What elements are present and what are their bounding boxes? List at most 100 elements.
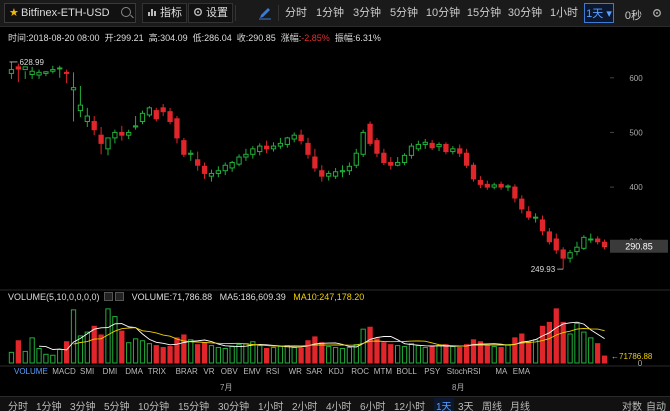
symbol-selector[interactable]: ★ Bitfinex-ETH-USD [4,3,136,23]
indicator-tab[interactable]: StochRSI [446,367,481,376]
symbol-label: Bitfinex-ETH-USD [21,7,110,19]
volume-bar [119,330,125,364]
volume-bar [567,333,573,364]
indicator-tab[interactable]: SAR [306,367,323,376]
candle-body [8,69,15,74]
candle-body [346,165,353,172]
indicator-tab[interactable]: DMA [125,367,143,376]
candle-body [539,219,546,232]
indicator-tab[interactable]: KDJ [328,367,344,376]
candle-body [70,87,77,91]
y-tick-label: 500 [629,128,643,137]
indicator-tab[interactable]: MTM [373,367,393,376]
indicator-tab[interactable]: ROC [351,367,369,376]
timeframe-tab[interactable]: 3分钟 [352,7,382,19]
bottom-timeframe-tab[interactable]: 6小时 [360,402,386,411]
bottom-timeframe-tab[interactable]: 月线 [510,402,530,411]
timeframe-tab[interactable]: 5分钟 [389,7,419,19]
candle-body [381,152,387,164]
bottom-timeframe-tab[interactable]: 15分钟 [178,402,210,411]
indicator-button[interactable]: 指标 [142,3,187,23]
log-scale-toggle[interactable]: 对数 [622,402,642,411]
bottom-timeframe-tab[interactable]: 1天 [434,398,454,411]
seconds-counter: 0秒 [624,10,642,22]
indicator-tab[interactable]: OBV [220,367,238,376]
info-amplitude: 振幅:6.31% [334,33,381,43]
star-icon[interactable]: ★ [9,7,19,19]
candle-body [312,156,318,169]
timeframe-tab[interactable]: 10分钟 [425,7,461,19]
volume-bar [539,325,546,364]
timeframe-tab[interactable]: 1小时 [549,7,579,19]
candle-body [215,170,221,174]
volume-bar [112,316,118,364]
bottom-timeframe-tab[interactable]: 3分钟 [70,402,96,411]
bottom-timeframe-tab[interactable]: 10分钟 [138,402,170,411]
candle-body [491,184,497,188]
indicator-tab[interactable]: TRIX [147,367,167,376]
indicator-tab[interactable]: DMI [102,367,118,376]
indicator-tab[interactable]: VOLUME [14,367,48,376]
volume-bar [91,325,97,364]
indicator-tab[interactable]: PSY [424,367,441,376]
bottom-timeframe-tab[interactable]: 30分钟 [218,402,250,411]
indicator-tab[interactable]: EMA [512,367,531,376]
volume-bar [470,339,477,364]
volume-bar [222,348,228,364]
candle-body [484,183,490,188]
volume-bar [319,342,325,364]
bottom-timeframe-tab[interactable]: 5分钟 [104,402,130,411]
candle-body [222,164,228,172]
indicator-tab[interactable]: MA [495,367,508,376]
auto-scale-toggle[interactable]: 自动 [646,402,666,411]
bottom-timeframe-tab[interactable]: 分时 [8,402,28,411]
volume-bar [201,342,208,364]
bottom-timeframe-tab[interactable]: 4小时 [326,402,352,411]
volume-bar [353,344,359,364]
timeframe-tab[interactable]: 1天 ▾ [584,3,614,23]
indicator-tab[interactable]: WR [288,367,302,376]
volume-bar [8,351,15,364]
gear-icon[interactable] [652,8,662,18]
candle-body [463,152,470,166]
timeframe-tab[interactable]: 1分钟 [315,7,345,19]
bottom-timeframe-tab[interactable]: 周线 [482,402,502,411]
volume-bar [284,345,290,364]
indicator-tab[interactable]: BOLL [396,367,417,376]
close-square-icon[interactable] [115,292,125,301]
indicator-tab[interactable]: VR [203,367,215,376]
candle-body [229,162,235,169]
timeframe-tab[interactable]: 30分钟 [507,7,543,19]
candle-body [595,238,601,243]
indicator-tab[interactable]: MACD [52,367,76,376]
settings-square-icon[interactable] [104,292,114,301]
gear-icon [194,8,202,16]
bottom-timeframe-tab[interactable]: 1小时 [258,402,284,411]
bottom-timeframe-tab[interactable]: 3天 [458,402,474,411]
timeframe-tab[interactable]: 分时 [285,7,307,19]
candle-body [601,241,608,248]
candle-body [139,112,146,123]
candle-body [353,152,359,166]
indicator-tab[interactable]: RSI [266,367,280,376]
bottom-timeframe-tab[interactable]: 1分钟 [36,402,62,411]
volume-bar [57,348,63,364]
bottom-timeframe-tab[interactable]: 12小时 [394,402,426,411]
volume-zero-label: 0 [638,359,643,368]
candle-body [415,143,421,150]
bottom-timeframe-tab[interactable]: 2小时 [292,402,318,411]
search-icon[interactable] [121,7,131,17]
indicator-tab[interactable]: BRAR [175,367,198,376]
volume-bar [381,342,387,364]
indicator-tab[interactable]: EMV [243,367,261,376]
volume-bar [188,339,194,364]
draw-pen-icon[interactable] [258,6,272,20]
volume-bar [146,343,153,364]
candle-body [263,145,270,150]
candle-body [401,154,408,163]
volume-bar [270,347,277,364]
timeframe-tab[interactable]: 15分钟 [466,7,502,19]
settings-button[interactable]: 设置 [188,3,233,23]
indicator-tab[interactable]: SMI [80,367,95,376]
